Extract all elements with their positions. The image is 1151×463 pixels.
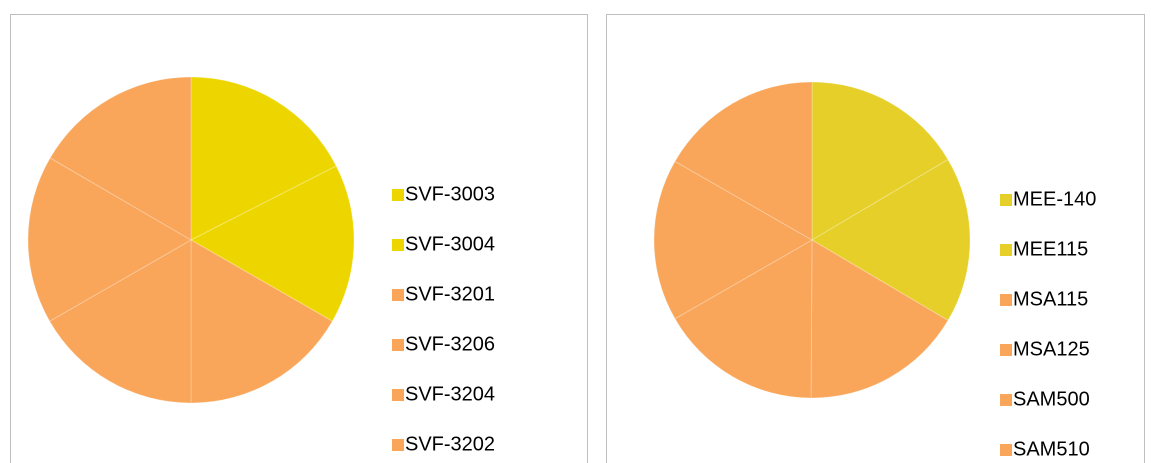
pie-slice [674, 239, 813, 399]
legend-label: SVF-3003 [405, 183, 495, 205]
pie-slice [674, 81, 813, 241]
legend-swatch [1000, 444, 1012, 456]
legend-swatch [392, 439, 404, 451]
legend-label: MSA125 [1013, 338, 1090, 360]
legend-label: SVF-3206 [405, 333, 495, 355]
legend-label: SVF-3204 [405, 383, 495, 405]
pie-slice [810, 239, 949, 399]
legend-swatch [392, 389, 404, 401]
pie-slice [27, 157, 192, 322]
legend-swatch [1000, 244, 1012, 256]
pie-slice [811, 158, 971, 322]
pie-slice [190, 76, 337, 241]
legend-label: SAM500 [1013, 388, 1090, 410]
legend-swatch [392, 189, 404, 201]
legend-swatch [392, 339, 404, 351]
legend-label: MEE-140 [1013, 188, 1096, 210]
legend-swatch [392, 239, 404, 251]
pie-slice [653, 160, 814, 320]
legend-swatch [1000, 194, 1012, 206]
legend-label: SVF-3004 [405, 233, 495, 255]
legend-swatch [392, 289, 404, 301]
pie-slice [48, 239, 192, 404]
legend-swatch [1000, 394, 1012, 406]
legend-swatch [1000, 294, 1012, 306]
pie-slice [190, 239, 334, 404]
pie-slice [49, 76, 192, 241]
legend-label: SAM510 [1013, 438, 1090, 460]
legend-label: SVF-3202 [405, 433, 495, 455]
legend-swatch [1000, 344, 1012, 356]
pie-slice [811, 81, 949, 241]
legend-label: SVF-3201 [405, 283, 495, 305]
legend-label: MSA115 [1013, 288, 1088, 310]
pie-slice [189, 165, 355, 322]
legend-label: MEE115 [1013, 238, 1088, 260]
